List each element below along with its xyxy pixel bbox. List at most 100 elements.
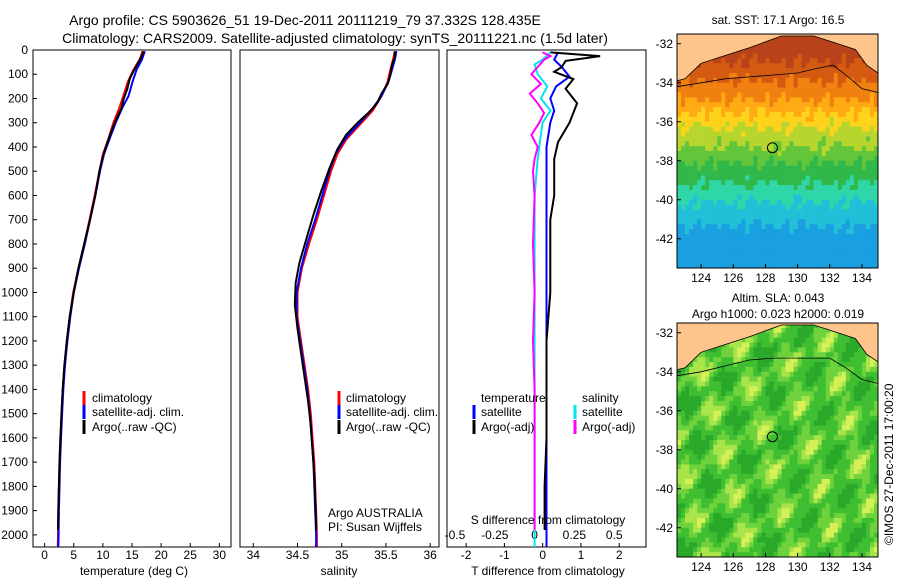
depth-tick-label: 2000 — [1, 528, 28, 542]
map-cell — [829, 48, 835, 54]
map-cell — [765, 391, 770, 397]
map-cell — [741, 493, 746, 499]
map-cell — [769, 396, 774, 402]
map-cell — [765, 474, 770, 480]
map-cell — [793, 503, 798, 509]
map-cell — [717, 209, 722, 215]
map-cell — [705, 155, 710, 162]
map-cell — [781, 327, 786, 334]
map-cell — [869, 435, 875, 441]
map-cell — [801, 371, 806, 377]
map-cell — [713, 357, 718, 363]
map-cell — [705, 102, 710, 108]
map-cell — [701, 513, 706, 519]
map-cell — [761, 508, 766, 514]
map-cell — [861, 362, 867, 368]
map-cell — [833, 391, 839, 397]
map-cell — [761, 454, 766, 460]
series-line-climatology — [296, 50, 396, 547]
map-cell — [773, 513, 778, 519]
map-cell — [781, 483, 786, 490]
map-cell — [793, 513, 798, 519]
map-cell — [817, 58, 823, 64]
map-cell — [765, 199, 770, 205]
map-cell — [857, 352, 863, 358]
map-cell — [741, 430, 746, 436]
map-cell — [841, 204, 847, 210]
map-cell — [833, 381, 839, 387]
map-cell — [853, 449, 859, 455]
map-cell — [769, 386, 774, 392]
map-cell — [849, 362, 855, 368]
map-cell — [857, 449, 863, 455]
map-cell — [857, 444, 863, 451]
map-cell — [865, 376, 871, 382]
map-cell — [793, 82, 798, 88]
map-cell — [693, 405, 698, 412]
map-cell — [837, 219, 843, 225]
map-cell — [789, 233, 794, 240]
map-cell — [833, 527, 839, 533]
map-cell — [745, 63, 750, 69]
map-cell — [845, 430, 851, 436]
map-cell — [837, 522, 843, 529]
map-cell — [677, 112, 682, 118]
map-cell — [797, 366, 802, 373]
map-cell — [821, 362, 827, 368]
map-cell — [845, 464, 851, 470]
map-cell — [785, 194, 790, 201]
map-cell — [853, 542, 859, 548]
map-cell — [753, 396, 758, 402]
map-cell — [721, 420, 726, 426]
map-cell — [737, 151, 742, 157]
map-cell — [805, 107, 810, 113]
map-cell — [733, 238, 738, 244]
map-cell — [813, 464, 818, 470]
map-cell — [769, 112, 774, 118]
map-cell — [769, 425, 774, 431]
map-cell — [797, 376, 802, 382]
map-cell — [869, 552, 875, 558]
map-cell — [765, 155, 770, 162]
map-cell — [697, 459, 702, 465]
map-cell — [785, 253, 790, 259]
map-cell — [769, 194, 774, 201]
map-cell — [725, 170, 730, 176]
map-cell — [749, 248, 754, 254]
map-cell — [841, 131, 847, 137]
map-cell — [857, 263, 863, 269]
map-cell — [825, 386, 831, 392]
map-cell — [709, 102, 714, 108]
map-cell — [825, 165, 831, 171]
map-cell — [809, 401, 814, 407]
map-cell — [797, 410, 802, 416]
map-cell — [817, 253, 823, 259]
map-cell — [813, 126, 818, 132]
map-cell — [789, 224, 794, 230]
map-cell — [677, 386, 682, 392]
map-cell — [837, 425, 843, 431]
map-cell — [685, 209, 690, 215]
map-cell — [741, 357, 746, 363]
map-cell — [869, 357, 875, 363]
map-cell — [813, 73, 818, 79]
map-cell — [797, 469, 802, 475]
map-cell — [801, 190, 806, 196]
map-cell — [709, 248, 714, 254]
map-cell — [749, 233, 754, 240]
map-cell — [805, 77, 810, 84]
sla-heatmap — [676, 322, 879, 558]
map-cell — [865, 73, 871, 79]
map-cell — [841, 253, 847, 259]
map-cell — [749, 405, 754, 412]
map-cell — [733, 425, 738, 431]
map-cell — [841, 199, 847, 205]
map-cell — [833, 121, 839, 127]
map-cell — [721, 219, 726, 225]
map-cell — [809, 469, 814, 475]
map-cell — [821, 131, 827, 137]
map-cell — [797, 347, 802, 353]
map-cell — [869, 160, 875, 166]
depth-tick-label: 1100 — [2, 310, 28, 324]
map-cell — [813, 396, 818, 402]
